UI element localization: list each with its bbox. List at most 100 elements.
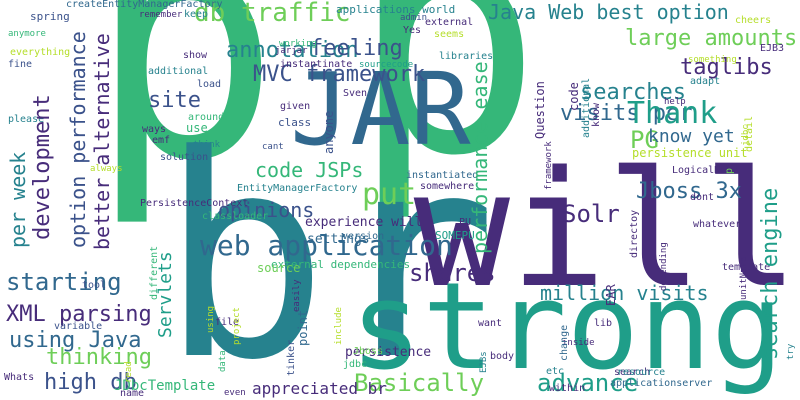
word-data: data <box>218 350 228 372</box>
word-anyone: anyone <box>322 110 336 154</box>
word-try: try <box>786 343 796 360</box>
word-mvc-framework: MVC framework <box>253 62 426 87</box>
word-p-small: p <box>724 167 735 174</box>
word-ear: EAR <box>604 284 618 306</box>
word-ejb3: EJB3 <box>760 43 785 54</box>
word-persistence-unit: persistence unit <box>632 146 748 160</box>
word-p: p <box>350 0 543 226</box>
word-basically: Basically <box>354 369 485 397</box>
word-jar: JAR <box>290 51 471 168</box>
word-br: br <box>160 96 498 400</box>
word-searches: searches <box>580 80 686 105</box>
word-site: site <box>148 88 201 113</box>
word-help: help <box>664 97 686 107</box>
word-whatever: whatever <box>693 219 742 230</box>
word-development: development <box>30 94 55 240</box>
word-shares: shares <box>409 259 496 287</box>
word-template: template <box>722 262 771 273</box>
word-somewhere: somewhere <box>420 181 475 192</box>
word-fine: fine <box>8 59 33 70</box>
word-remember: remember <box>139 10 183 20</box>
word-read: read <box>124 361 134 383</box>
word-jdbctemplate: JDbcTemplate <box>114 378 216 394</box>
word-thinking: thinking <box>46 345 152 370</box>
word-p: p <box>88 0 281 231</box>
word-spring: spring <box>30 10 70 23</box>
word-high-db: high db <box>44 370 137 395</box>
word-whats: Whats <box>4 372 35 383</box>
word-anymore: anymore <box>8 29 46 39</box>
word-pg: PG <box>630 126 659 154</box>
word-createentitymanagerfactory: createEntityManagerFactory <box>66 0 223 10</box>
word-strong: strong <box>350 258 784 397</box>
word-pu: PU <box>459 217 472 228</box>
word-large-amounts: large amounts <box>625 26 798 51</box>
word-feeling: feeling <box>310 36 403 61</box>
word-performance-ease: performance ease <box>468 61 492 254</box>
word-additional: additional <box>148 66 209 77</box>
word-xml-parsing: XML parsing <box>6 302 152 327</box>
word-search-engine: search engine <box>758 187 783 360</box>
word-logicalname: LogicalName <box>672 165 739 176</box>
word-dont: dont <box>690 192 715 203</box>
word-classloader: classloader <box>202 211 269 222</box>
word-using: using <box>206 305 216 333</box>
word-appreciated-br: appreciated br <box>252 379 387 398</box>
word-use: use <box>186 121 208 135</box>
word-tinker: tinker <box>286 339 297 376</box>
word-ejbs: EJBs <box>479 351 489 373</box>
word-opinions: opinions <box>218 198 315 222</box>
word-applications-world: applications world <box>336 3 456 16</box>
word-per-week: per week <box>6 151 30 248</box>
word-easily: easily <box>292 279 302 312</box>
word-change: change <box>559 324 570 361</box>
word-point: point <box>296 309 310 346</box>
word-adapt: adapt <box>690 76 721 87</box>
word-starting: starting <box>6 268 122 296</box>
word-project: project <box>232 307 242 345</box>
word-resource: resource <box>617 367 666 378</box>
word-even: even <box>224 388 246 398</box>
word-thank: Thank <box>627 96 718 131</box>
word-libraries: libraries <box>439 51 494 62</box>
word-emf: emf <box>152 135 171 146</box>
word-load: load <box>197 79 222 90</box>
word-always: always <box>90 164 123 174</box>
word-name: name <box>120 388 145 399</box>
word-everything: everything <box>10 47 71 58</box>
word-admin: admin <box>400 13 428 23</box>
word-entitymanagerfactory: EntityManagerFactory <box>237 183 358 194</box>
word-visits-per: visits per <box>560 101 693 126</box>
word-variable: variable <box>54 321 103 332</box>
word-something: something <box>688 55 737 65</box>
word-somepu: SOMEPU <box>435 229 475 242</box>
word-file: file <box>215 317 240 328</box>
word-instantiated: instantiated <box>406 170 479 181</box>
word-within: within <box>549 383 586 394</box>
word-know: know <box>591 102 602 127</box>
word-persistence: persistence <box>345 345 432 360</box>
word-better-alternative: better alternative <box>90 33 114 250</box>
word-include: include <box>334 307 344 345</box>
word-know-yet: know yet <box>648 126 735 147</box>
word-cant: cant <box>262 142 284 152</box>
word-external-dependencies: external dependencies <box>271 258 411 271</box>
word-think: think <box>193 140 221 150</box>
word-will: will <box>413 136 799 323</box>
word-inside: inside <box>562 338 595 348</box>
word-question: Question <box>533 81 547 139</box>
word-sven: Sven <box>343 88 368 99</box>
word-please: please <box>8 114 45 125</box>
word-external: external <box>425 17 474 28</box>
word-show: show <box>183 50 208 61</box>
word-million-visits: million visits <box>540 281 709 305</box>
word-cheers: cheers <box>735 15 772 26</box>
word-detail: detail <box>744 115 755 152</box>
word-persistencecontext: PersistenceContext <box>140 198 249 209</box>
word-java-web-best-option: Java Web best option <box>488 0 729 24</box>
word-etc: etc <box>546 366 565 377</box>
word-jdbc: jdbc <box>343 359 368 370</box>
word-framework: framework <box>544 141 554 190</box>
word-given: given <box>280 101 311 112</box>
word-around: around <box>188 112 225 123</box>
